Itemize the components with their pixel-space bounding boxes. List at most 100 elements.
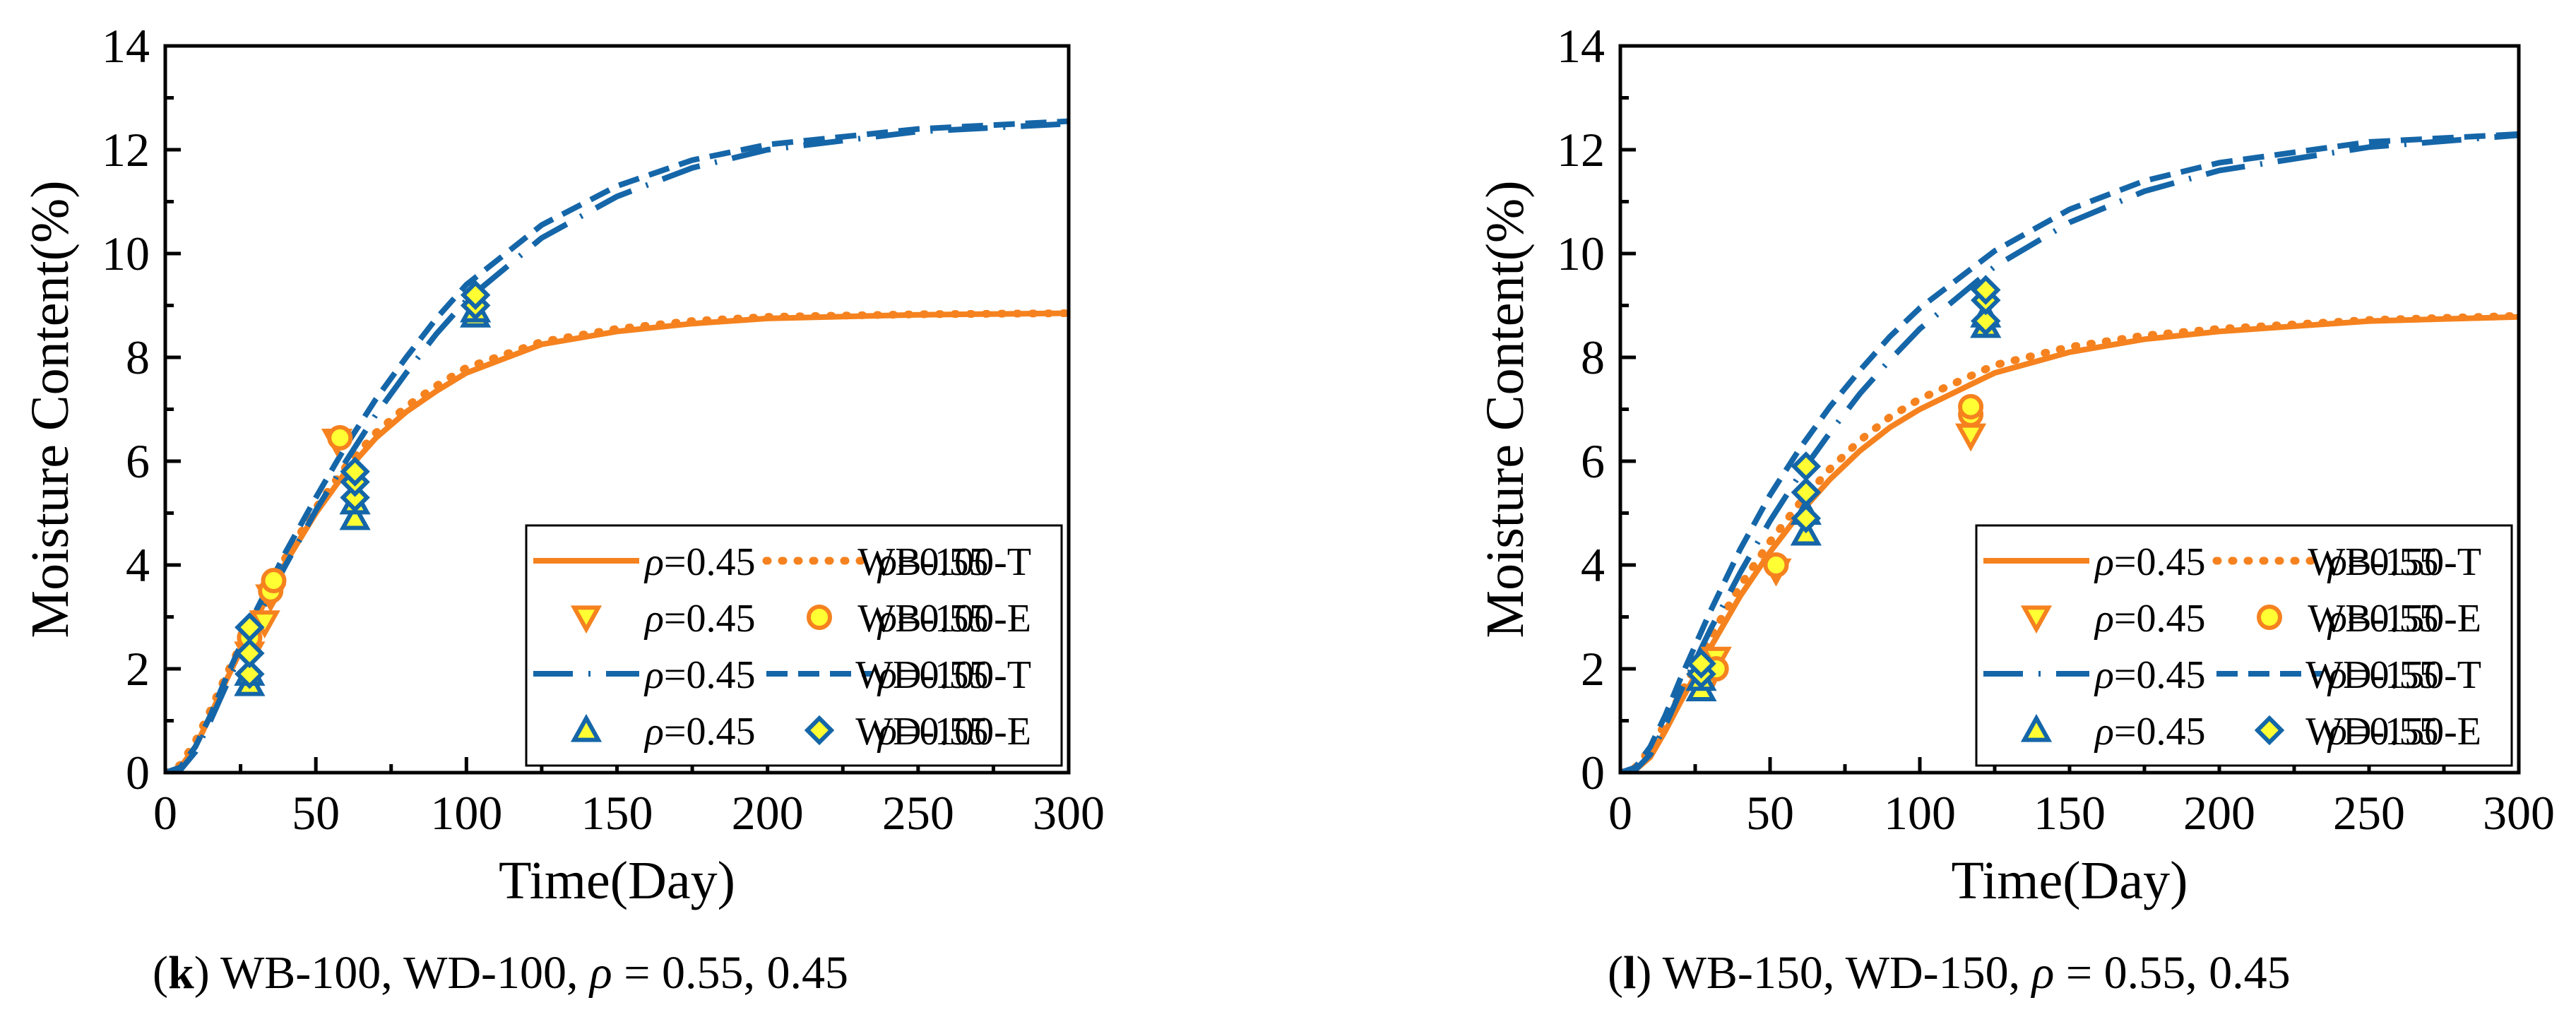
x-tick-label: 200 xyxy=(2183,786,2255,840)
y-tick-label: 4 xyxy=(1581,538,1605,592)
y-tick-label: 4 xyxy=(126,538,150,592)
x-tick-label: 0 xyxy=(153,786,177,840)
y-tick-label: 2 xyxy=(1581,642,1605,696)
series-line-2 xyxy=(1620,311,2519,773)
y-tick-label: 14 xyxy=(102,19,150,73)
x-axis-label: Time(Day) xyxy=(499,851,735,910)
legend-marker-sample xyxy=(804,715,835,746)
plot-area xyxy=(165,118,1069,773)
chart-k: 0 50 100 150 200 250 300 0 2 4 6 8 10 12 14 Time(Day) Mo… xyxy=(20,19,1105,910)
caption-l-values: = 0.55, 0.45 xyxy=(2054,947,2291,999)
caption-k-text: WB-100, WD-100, xyxy=(209,947,590,999)
marker-2-3 xyxy=(261,568,287,594)
legend-label: WB-150-T xyxy=(2308,540,2481,584)
legend-label: WB-100-E xyxy=(857,597,1031,641)
legend-label: WB-100-T xyxy=(857,540,1031,584)
legend-entry-text: ρ=0.55 xyxy=(2327,597,2438,641)
plot-area xyxy=(1620,131,2519,773)
x-tick-label: 250 xyxy=(2333,786,2405,840)
legend-label: WB-150-E xyxy=(2308,597,2481,641)
marker-4-4 xyxy=(340,482,370,513)
legend-marker-sample xyxy=(807,605,832,630)
legend-entry-text: ρ=0.45 xyxy=(643,653,755,697)
legend-marker-sample xyxy=(570,605,603,634)
y-tick-label: 10 xyxy=(102,227,150,280)
x-tick-label: 0 xyxy=(1608,786,1632,840)
y-tick-label: 0 xyxy=(1581,746,1605,799)
legend-box xyxy=(1975,524,2513,767)
legend-marker-sample xyxy=(2254,715,2285,746)
legend-entry-text: ρ=0.55 xyxy=(877,597,988,641)
chart-l: 0 50 100 150 200 250 300 0 2 4 6 8 10 12 14 Time(Day) Mo… xyxy=(1476,19,2555,910)
x-tick-label: 100 xyxy=(1884,786,1956,840)
legend-label: WD-150-E xyxy=(2305,710,2481,754)
series-line-4 xyxy=(165,118,1069,773)
legend-entry-text: ρ=0.45 xyxy=(2094,710,2205,754)
legend-entry-text: ρ=0.55 xyxy=(2327,540,2438,584)
caption-l: (l) WB-150, WD-150, ρ = 0.55, 0.45 xyxy=(1608,947,2291,999)
legend-entry-text: ρ=0.55 xyxy=(2327,710,2438,754)
legend-label: WD-100-E xyxy=(855,710,1031,754)
marker-4-6 xyxy=(1971,306,2001,336)
y-tick-label: 8 xyxy=(126,331,150,384)
marker-4-2 xyxy=(1686,648,1716,679)
x-tick-label: 50 xyxy=(1746,786,1794,840)
marker-4-6 xyxy=(340,456,370,487)
y-tick-label: 8 xyxy=(1581,331,1605,384)
marker-4-1 xyxy=(235,659,265,689)
marker-4-5 xyxy=(1791,451,1822,482)
marker-4-2 xyxy=(235,638,265,669)
x-tick-label: 300 xyxy=(2483,786,2555,840)
legend-entry-text: ρ=0.45 xyxy=(2094,653,2205,697)
legend-entry-text: ρ=0.55 xyxy=(2327,653,2438,697)
marker-1-4 xyxy=(1954,423,1987,452)
caption-k: (k) WB-100, WD-100, ρ = 0.55, 0.45 xyxy=(153,947,848,999)
y-tick-label: 12 xyxy=(1557,123,1605,177)
legend-label: WD-100-T xyxy=(855,653,1031,697)
series-line-4 xyxy=(1620,131,2519,773)
legend-entry-text: ρ=0.45 xyxy=(2094,540,2205,584)
x-tick-label: 50 xyxy=(292,786,340,840)
marker-4-8 xyxy=(460,280,491,311)
x-axis-label: Time(Day) xyxy=(1952,851,2188,910)
y-tick-label: 14 xyxy=(1557,19,1605,73)
marker-4-4 xyxy=(1791,477,1822,508)
legend-label: WD-150-T xyxy=(2305,653,2481,697)
marker-2-4 xyxy=(327,424,353,451)
legend-box xyxy=(525,524,1063,767)
y-tick-label: 2 xyxy=(126,642,150,696)
legend-entry-text: ρ=0.45 xyxy=(643,710,755,754)
legend-entry-text: ρ=0.45 xyxy=(643,597,755,641)
x-tick-label: 250 xyxy=(882,786,954,840)
caption-k-values: = 0.55, 0.45 xyxy=(612,947,848,999)
caption-l-text: WB-150, WD-150, xyxy=(1651,947,2032,999)
caption-k-letter: k xyxy=(167,947,194,999)
caption-k-rho: ρ xyxy=(590,947,612,999)
x-tick-label: 100 xyxy=(430,786,502,840)
y-tick-label: 6 xyxy=(126,434,150,488)
marker-2-5 xyxy=(1958,393,1984,420)
x-tick-label: 150 xyxy=(581,786,653,840)
x-tick-label: 300 xyxy=(1033,786,1105,840)
series-line-3 xyxy=(1620,132,2519,773)
x-tick-label: 150 xyxy=(2034,786,2106,840)
series-line-1 xyxy=(1620,314,2519,773)
y-axis-label: Moisture Content(%) xyxy=(1476,180,1535,638)
legend-marker-sample xyxy=(2020,605,2053,634)
x-tick-label: 200 xyxy=(732,786,804,840)
marker-3-3 xyxy=(339,501,371,530)
legend-entry-text: ρ=0.45 xyxy=(643,540,755,584)
y-axis-label: Moisture Content(%) xyxy=(20,180,80,638)
caption-l-letter: l xyxy=(1622,947,1637,999)
legend-marker-sample xyxy=(2257,605,2282,630)
marker-4-8 xyxy=(1971,275,2001,305)
marker-2-3 xyxy=(1763,552,1789,578)
legend-entry-text: ρ=0.45 xyxy=(2094,597,2205,641)
caption-l-rho: ρ xyxy=(2031,947,2055,999)
marker-4-3 xyxy=(1791,503,1822,534)
marker-4-3 xyxy=(235,612,265,643)
legend-entry-text: ρ=0.55 xyxy=(877,540,988,584)
